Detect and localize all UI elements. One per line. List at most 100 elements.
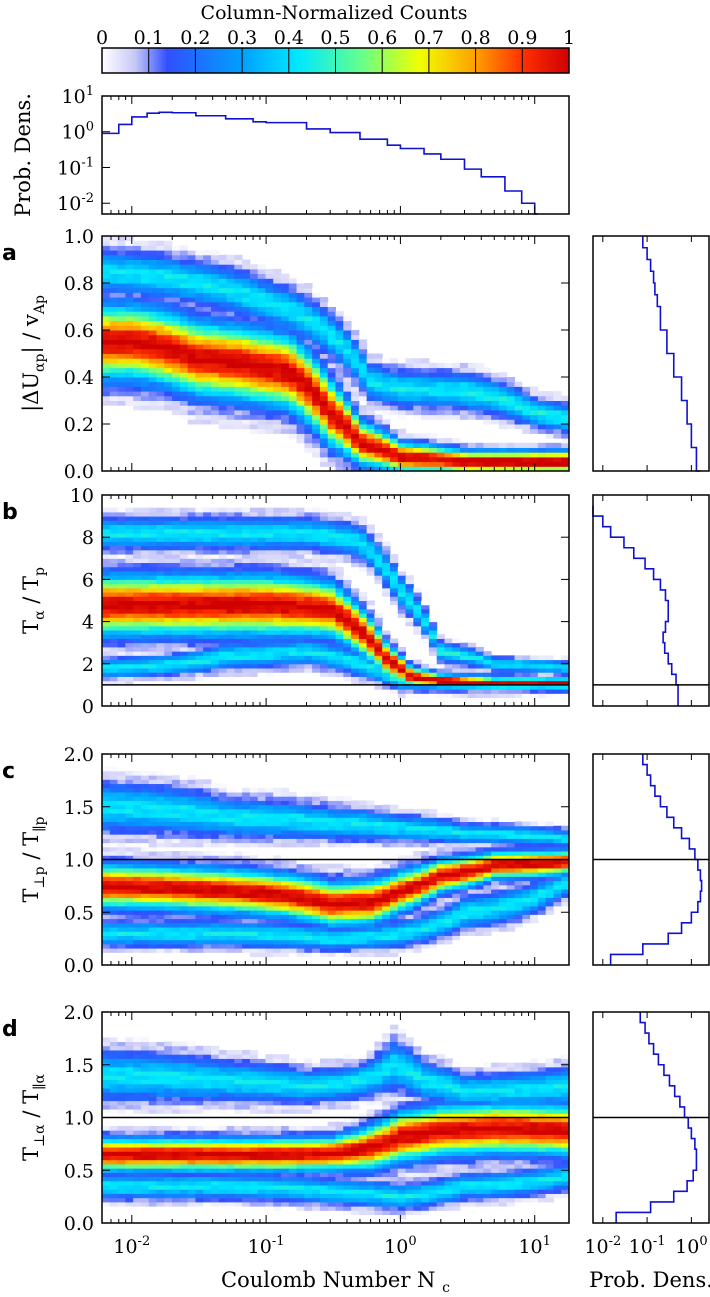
heatmap-cell: [156, 813, 165, 818]
heatmap-cell: [218, 659, 228, 665]
heatmap-cell: [156, 910, 165, 915]
heatmap-cell: [249, 804, 259, 810]
heatmap-cell: [203, 939, 212, 945]
heatmap-cell: [195, 931, 204, 936]
heatmap-cell: [327, 549, 336, 555]
heatmap-cell: [296, 377, 305, 383]
heatmap-cell: [117, 775, 126, 780]
heatmap-cell: [218, 901, 228, 907]
heatmap-cell: [374, 428, 383, 434]
heatmap-cell: [140, 910, 150, 915]
heatmap-cell: [203, 808, 212, 814]
heatmap-cell: [117, 642, 126, 648]
heatmap-cell: [218, 638, 228, 644]
heatmap-cell: [109, 867, 119, 873]
heatmap-cell: [288, 884, 298, 890]
heatmap-cell: [374, 456, 383, 463]
heatmap-cell: [249, 905, 259, 911]
heatmap-cell: [428, 630, 438, 635]
heatmap-cell: [530, 428, 539, 434]
heatmap-cell: [234, 901, 243, 907]
heatmap-cell: [109, 566, 119, 572]
heatmap-cell: [483, 452, 492, 458]
heatmap-cell: [257, 625, 266, 631]
heatmap-cell: [436, 405, 445, 411]
heatmap-cell: [179, 638, 189, 644]
heatmap-cell: [343, 575, 352, 580]
heatmap-cell: [553, 442, 562, 448]
heatmap-cell: [172, 604, 181, 610]
heatmap-cell: [242, 414, 251, 420]
heatmap-cell: [234, 306, 243, 312]
heatmap-cell: [226, 634, 235, 639]
heatmap-cell: [164, 292, 173, 298]
heatmap-cell: [156, 367, 165, 373]
heatmap-cell: [257, 855, 266, 860]
heatmap-cell: [117, 306, 126, 312]
heatmap-cell: [312, 528, 321, 534]
heatmap-cell: [203, 800, 212, 806]
heatmap-cell: [281, 905, 290, 911]
heatmap-cell: [335, 516, 344, 521]
heatmap-cell: [203, 575, 212, 580]
heatmap-cell: [281, 301, 290, 307]
heatmap-cell: [273, 570, 282, 576]
heatmap-cell: [218, 927, 228, 932]
heatmap-cell: [148, 520, 157, 526]
heatmap-cell: [545, 693, 554, 699]
heatmap-cell: [102, 808, 111, 814]
heatmap-cell: [140, 391, 150, 397]
heatmap-cell: [319, 330, 329, 336]
heatmap-cell: [156, 405, 165, 411]
heatmap-cell: [335, 575, 344, 580]
heatmap-cell: [304, 537, 313, 542]
heatmap-cell: [358, 613, 368, 618]
heatmap-cell: [226, 646, 235, 652]
heatmap-cell: [249, 278, 259, 284]
heatmap-cell: [164, 344, 173, 350]
heatmap-cell: [257, 630, 266, 635]
heatmap-cell: [319, 889, 329, 894]
colorbar-tick-label: 0.2: [180, 27, 210, 49]
heatmap-cell: [389, 377, 399, 383]
heatmap-cell: [467, 452, 477, 458]
heatmap-cell: [460, 447, 469, 453]
heatmap-cell: [164, 320, 173, 326]
heatmap-cell: [172, 278, 181, 284]
heatmap-cell: [296, 893, 305, 898]
heatmap-cell: [133, 770, 142, 776]
heatmap-cell: [382, 545, 391, 551]
heatmap-cell: [218, 579, 228, 585]
heatmap-cell: [249, 876, 259, 882]
heatmap-cell: [265, 516, 274, 521]
heatmap-cell: [460, 663, 469, 669]
heatmap-cell: [428, 638, 438, 644]
heatmap-cell: [187, 250, 196, 256]
heatmap-cell: [210, 367, 220, 373]
heatmap-cell: [366, 461, 375, 467]
heatmap-cell: [117, 867, 126, 873]
heatmap-cell: [327, 447, 336, 453]
heatmap-cell: [498, 447, 508, 453]
heatmap-cell: [109, 668, 119, 673]
heatmap-cell: [530, 424, 539, 430]
heatmap-cell: [148, 813, 157, 818]
heatmap-cell: [343, 587, 352, 593]
heatmap-cell: [140, 859, 150, 865]
heatmap-cell: [421, 600, 430, 606]
heatmap-cell: [109, 511, 119, 517]
heatmap-cell: [273, 889, 282, 894]
heatmap-cell: [530, 452, 539, 458]
heatmap-cell: [109, 846, 119, 852]
heatmap-cell: [187, 311, 196, 317]
heatmap-cell: [234, 358, 243, 364]
heatmap-cell: [226, 608, 235, 614]
heatmap-cell: [140, 315, 150, 322]
heatmap-cell: [156, 566, 165, 572]
heatmap-cell: [374, 391, 383, 397]
heatmap-cell: [148, 901, 157, 907]
heatmap-cell: [397, 608, 407, 614]
heatmap-cell: [210, 651, 220, 656]
heatmap-cell: [366, 600, 375, 606]
heatmap-cell: [257, 549, 266, 555]
